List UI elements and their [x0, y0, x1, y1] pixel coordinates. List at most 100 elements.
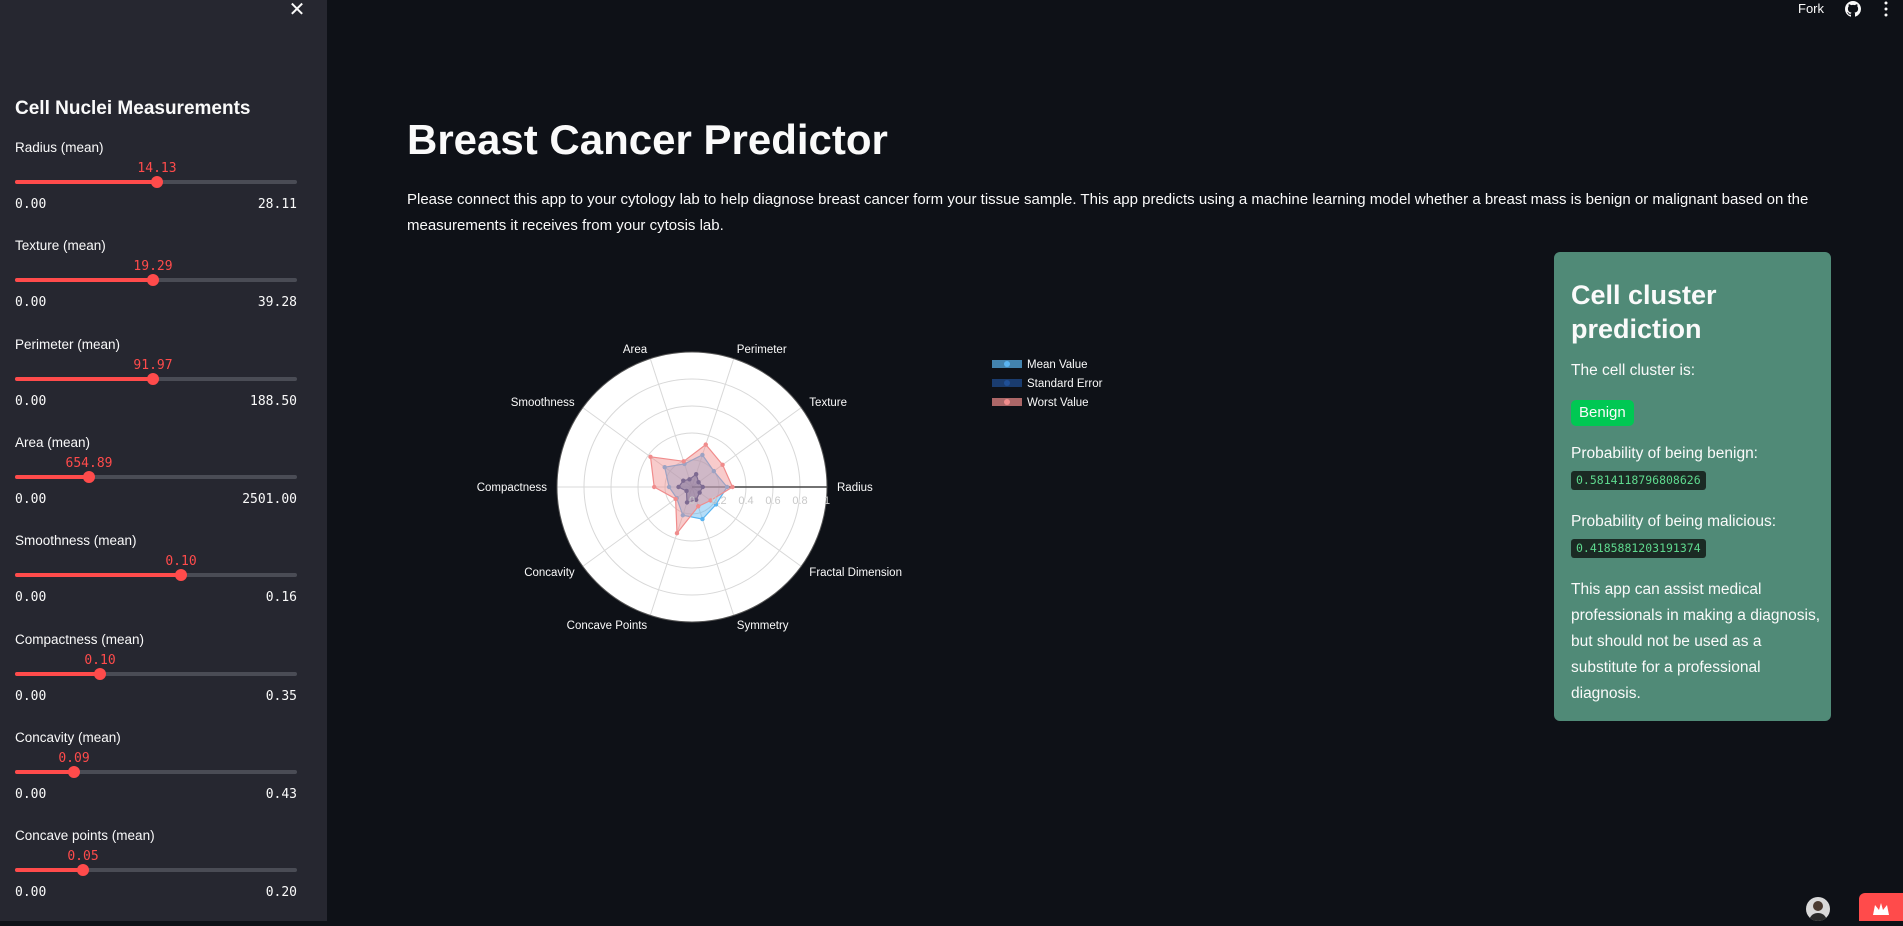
slider-compactness[interactable]: Compactness (mean) 0.10 0.00 0.35: [15, 632, 297, 712]
legend-marker: [1004, 399, 1010, 405]
data-point: [696, 504, 701, 509]
slider-thumb[interactable]: [77, 864, 89, 876]
slider-texture[interactable]: Texture (mean) 19.29 0.00 39.28: [15, 238, 297, 318]
radial-tick-label: 0.2: [711, 495, 726, 507]
radar-spoke: [649, 486, 693, 616]
slider-track[interactable]: [15, 770, 297, 774]
cluster-label: The cell cluster is:: [1571, 362, 1696, 379]
data-point: [684, 488, 689, 494]
benign-value: 0.5814118796808626: [1571, 471, 1706, 490]
slider-concave-points[interactable]: Concave points (mean) 0.05 0.00 0.20: [15, 828, 297, 908]
category-label: Symmetry: [737, 620, 789, 632]
slider-max: 0.43: [265, 787, 297, 802]
slider-fill: [15, 672, 100, 676]
slider-perimeter[interactable]: Perimeter (mean) 91.97 0.00 188.50: [15, 337, 297, 417]
slider-thumb[interactable]: [94, 668, 106, 680]
data-point: [700, 516, 705, 522]
radar-spoke: [691, 358, 735, 488]
slider-concavity[interactable]: Concavity (mean) 0.09 0.00 0.43: [15, 730, 297, 810]
data-point: [687, 477, 692, 482]
data-point: [648, 454, 653, 460]
slider-fill: [15, 868, 83, 872]
slider-thumb[interactable]: [151, 176, 163, 188]
close-icon[interactable]: ✕: [288, 0, 306, 21]
legend-marker: [1004, 380, 1010, 386]
slider-fill: [15, 377, 153, 381]
data-point: [666, 484, 672, 490]
slider-label: Concavity (mean): [15, 730, 121, 745]
data-point: [720, 462, 725, 467]
slider-thumb[interactable]: [68, 766, 80, 778]
radial-tick-label: 0.4: [738, 495, 753, 507]
slider-max: 2501.00: [242, 492, 297, 507]
slider-value: 91.97: [133, 358, 173, 373]
category-label: Perimeter: [737, 344, 787, 356]
slider-area[interactable]: Area (mean) 654.89 0.00 2501.00: [15, 435, 297, 515]
radial-tick-label: 0.6: [765, 495, 780, 507]
slider-track[interactable]: [15, 475, 297, 479]
legend-label: Standard Error: [1027, 378, 1103, 390]
data-point: [700, 452, 705, 458]
slider-label: Concave points (mean): [15, 828, 155, 843]
data-point: [684, 500, 690, 505]
result-badge: Benign: [1571, 400, 1634, 426]
slider-label: Texture (mean): [15, 238, 106, 253]
malicious-value: 0.4185881203191374: [1571, 539, 1706, 558]
slider-value: 0.05: [67, 849, 99, 864]
slider-thumb[interactable]: [175, 569, 187, 581]
slider-fill: [15, 475, 89, 479]
data-point: [708, 498, 713, 503]
category-label: Compactness: [477, 482, 548, 494]
avatar[interactable]: [1806, 897, 1830, 921]
data-point: [674, 531, 680, 536]
app-description: Please connect this app to your cytology…: [407, 191, 1809, 234]
kebab-menu-icon[interactable]: [1883, 1, 1889, 17]
slider-min: 0.00: [15, 295, 47, 310]
radar-chart: 0 0.2 0.4 0.6 0.8 1 Radius Texture Perimeter Area…: [477, 344, 1103, 632]
category-label: Concavity: [524, 567, 575, 579]
data-point: [681, 459, 686, 464]
slider-label: Area (mean): [15, 435, 91, 450]
category-label: Area: [623, 344, 648, 356]
slider-fill: [15, 180, 157, 184]
prediction-card: Cell cluster prediction The cell cluster…: [1554, 252, 1831, 721]
slider-value: 14.13: [137, 161, 177, 176]
slider-max: 0.20: [265, 885, 297, 900]
data-point: [693, 471, 699, 477]
slider-min: 0.00: [15, 197, 47, 212]
category-label: Radius: [837, 482, 873, 494]
slider-track[interactable]: [15, 868, 297, 872]
slider-radius[interactable]: Radius (mean) 14.13 0.00 28.11: [15, 140, 297, 220]
data-point: [662, 464, 667, 470]
slider-fill: [15, 770, 74, 774]
slider-thumb[interactable]: [147, 274, 159, 286]
slider-track[interactable]: [15, 672, 297, 676]
legend-label: Mean Value: [1027, 359, 1088, 371]
slider-smoothness[interactable]: Smoothness (mean) 0.10 0.00 0.16: [15, 533, 297, 613]
page-title: Breast Cancer Predictor: [407, 116, 888, 163]
data-point: [724, 484, 730, 490]
slider-max: 188.50: [250, 394, 297, 409]
disclaimer-text: This app can assist medical professional…: [1571, 581, 1820, 702]
data-point: [696, 480, 701, 485]
data-point: [681, 478, 686, 483]
slider-min: 0.00: [15, 885, 47, 900]
data-point: [697, 490, 702, 495]
crown-icon[interactable]: [1859, 893, 1903, 921]
data-point: [652, 484, 657, 490]
radar-spoke: [691, 407, 802, 488]
slider-fill: [15, 278, 153, 282]
slider-thumb[interactable]: [83, 471, 95, 483]
legend-marker: [1004, 361, 1010, 367]
slider-value: 0.10: [84, 653, 116, 668]
slider-min: 0.00: [15, 590, 47, 605]
fork-link[interactable]: Fork: [1798, 1, 1824, 16]
slider-min: 0.00: [15, 689, 47, 704]
legend-label: Worst Value: [1027, 397, 1089, 409]
slider-thumb[interactable]: [147, 373, 159, 385]
slider-value: 0.09: [58, 751, 90, 766]
data-point: [676, 484, 681, 490]
github-icon[interactable]: [1845, 1, 1861, 17]
data-point: [730, 484, 735, 490]
data-point: [673, 496, 678, 502]
